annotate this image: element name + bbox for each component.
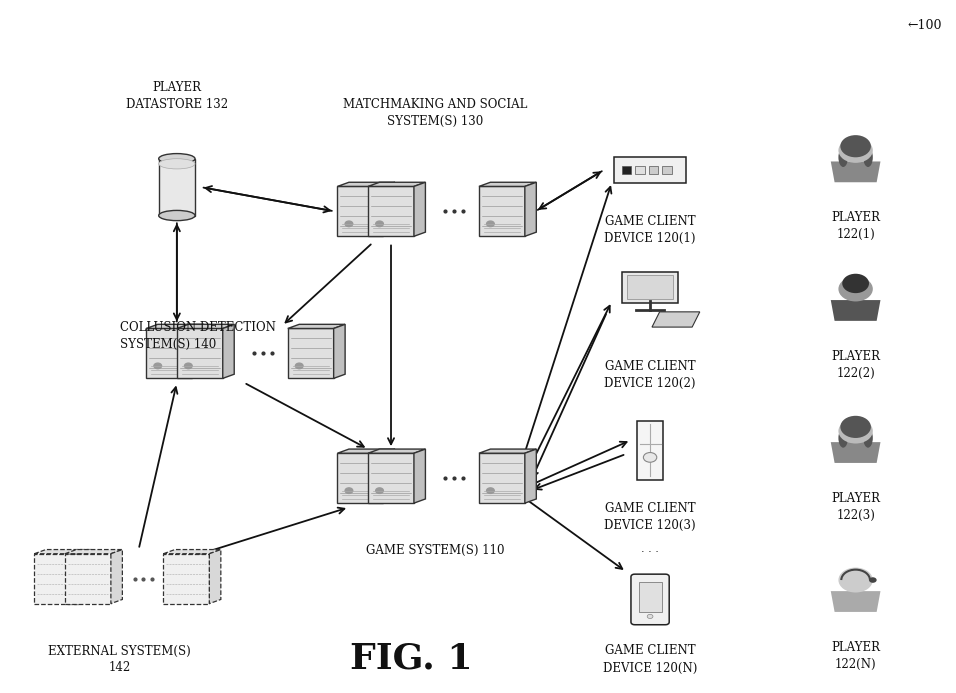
Polygon shape — [652, 312, 700, 327]
Polygon shape — [831, 161, 880, 182]
Polygon shape — [414, 182, 425, 236]
Polygon shape — [209, 550, 221, 604]
Circle shape — [376, 488, 383, 493]
Text: GAME SYSTEM(S) 110: GAME SYSTEM(S) 110 — [366, 544, 504, 557]
Text: PLAYER
DATASTORE 132: PLAYER DATASTORE 132 — [126, 81, 228, 111]
Polygon shape — [65, 550, 122, 554]
Text: . . .: . . . — [641, 545, 659, 554]
Text: PLAYER
122(3): PLAYER 122(3) — [831, 492, 880, 522]
Ellipse shape — [159, 154, 195, 164]
Polygon shape — [80, 550, 92, 604]
Circle shape — [154, 363, 162, 369]
Polygon shape — [479, 449, 536, 453]
Polygon shape — [368, 449, 425, 453]
Circle shape — [345, 221, 353, 227]
Polygon shape — [337, 449, 395, 453]
Text: MATCHMAKING AND SOCIAL
SYSTEM(S) 130: MATCHMAKING AND SOCIAL SYSTEM(S) 130 — [343, 98, 527, 128]
Polygon shape — [192, 324, 204, 378]
Text: COLLUSION DETECTION
SYSTEM(S) 140: COLLUSION DETECTION SYSTEM(S) 140 — [120, 321, 275, 351]
FancyBboxPatch shape — [368, 453, 414, 503]
FancyBboxPatch shape — [627, 275, 673, 299]
FancyBboxPatch shape — [159, 159, 195, 216]
Polygon shape — [337, 182, 395, 186]
Text: ←100: ←100 — [907, 19, 942, 33]
FancyBboxPatch shape — [635, 166, 645, 174]
FancyBboxPatch shape — [65, 554, 111, 604]
Text: PLAYER
122(1): PLAYER 122(1) — [831, 211, 880, 241]
Circle shape — [838, 568, 873, 593]
FancyBboxPatch shape — [648, 166, 659, 174]
Polygon shape — [34, 550, 92, 554]
FancyBboxPatch shape — [662, 166, 672, 174]
FancyBboxPatch shape — [639, 582, 662, 613]
Circle shape — [842, 274, 869, 293]
Polygon shape — [146, 324, 204, 328]
Circle shape — [840, 135, 871, 157]
FancyBboxPatch shape — [631, 574, 669, 625]
Text: PLAYER
122(N): PLAYER 122(N) — [831, 641, 880, 671]
Polygon shape — [831, 591, 880, 612]
FancyBboxPatch shape — [614, 157, 686, 183]
Circle shape — [376, 221, 383, 227]
Polygon shape — [288, 324, 345, 328]
FancyBboxPatch shape — [621, 166, 632, 174]
Text: GAME CLIENT
DEVICE 120(2): GAME CLIENT DEVICE 120(2) — [604, 360, 696, 390]
Polygon shape — [177, 324, 234, 328]
Circle shape — [647, 614, 653, 618]
Ellipse shape — [159, 211, 195, 220]
Polygon shape — [163, 550, 221, 554]
Polygon shape — [479, 182, 536, 186]
Ellipse shape — [863, 428, 873, 448]
Ellipse shape — [863, 148, 873, 167]
Text: GAME CLIENT
DEVICE 120(1): GAME CLIENT DEVICE 120(1) — [604, 215, 696, 245]
Circle shape — [643, 453, 657, 462]
Ellipse shape — [159, 159, 195, 169]
Polygon shape — [383, 449, 395, 503]
FancyBboxPatch shape — [288, 328, 334, 378]
Text: PLAYER
122(2): PLAYER 122(2) — [831, 350, 880, 380]
Circle shape — [487, 488, 494, 493]
Polygon shape — [334, 324, 345, 378]
Circle shape — [487, 221, 494, 227]
Circle shape — [295, 363, 303, 369]
FancyBboxPatch shape — [163, 554, 209, 604]
Polygon shape — [831, 300, 880, 321]
Circle shape — [869, 577, 877, 583]
Polygon shape — [414, 449, 425, 503]
FancyBboxPatch shape — [34, 554, 80, 604]
Polygon shape — [525, 449, 536, 503]
FancyBboxPatch shape — [368, 186, 414, 236]
FancyBboxPatch shape — [637, 421, 663, 480]
Polygon shape — [223, 324, 234, 378]
Ellipse shape — [838, 428, 848, 448]
FancyBboxPatch shape — [479, 186, 525, 236]
Polygon shape — [525, 182, 536, 236]
Polygon shape — [111, 550, 122, 604]
Text: GAME CLIENT
DEVICE 120(3): GAME CLIENT DEVICE 120(3) — [604, 502, 696, 532]
FancyBboxPatch shape — [622, 272, 678, 303]
Circle shape — [838, 138, 873, 163]
Text: GAME CLIENT
DEVICE 120(N): GAME CLIENT DEVICE 120(N) — [603, 644, 697, 674]
Ellipse shape — [838, 148, 848, 167]
Circle shape — [840, 416, 871, 438]
FancyBboxPatch shape — [479, 453, 525, 503]
Polygon shape — [368, 182, 425, 186]
Circle shape — [185, 363, 192, 369]
FancyBboxPatch shape — [146, 328, 192, 378]
FancyBboxPatch shape — [337, 453, 383, 503]
Polygon shape — [831, 442, 880, 463]
Text: FIG. 1: FIG. 1 — [350, 642, 472, 676]
Circle shape — [838, 277, 873, 301]
Polygon shape — [383, 182, 395, 236]
Circle shape — [838, 419, 873, 444]
Text: EXTERNAL SYSTEM(S)
142: EXTERNAL SYSTEM(S) 142 — [48, 644, 191, 674]
FancyBboxPatch shape — [337, 186, 383, 236]
Circle shape — [345, 488, 353, 493]
FancyBboxPatch shape — [177, 328, 223, 378]
